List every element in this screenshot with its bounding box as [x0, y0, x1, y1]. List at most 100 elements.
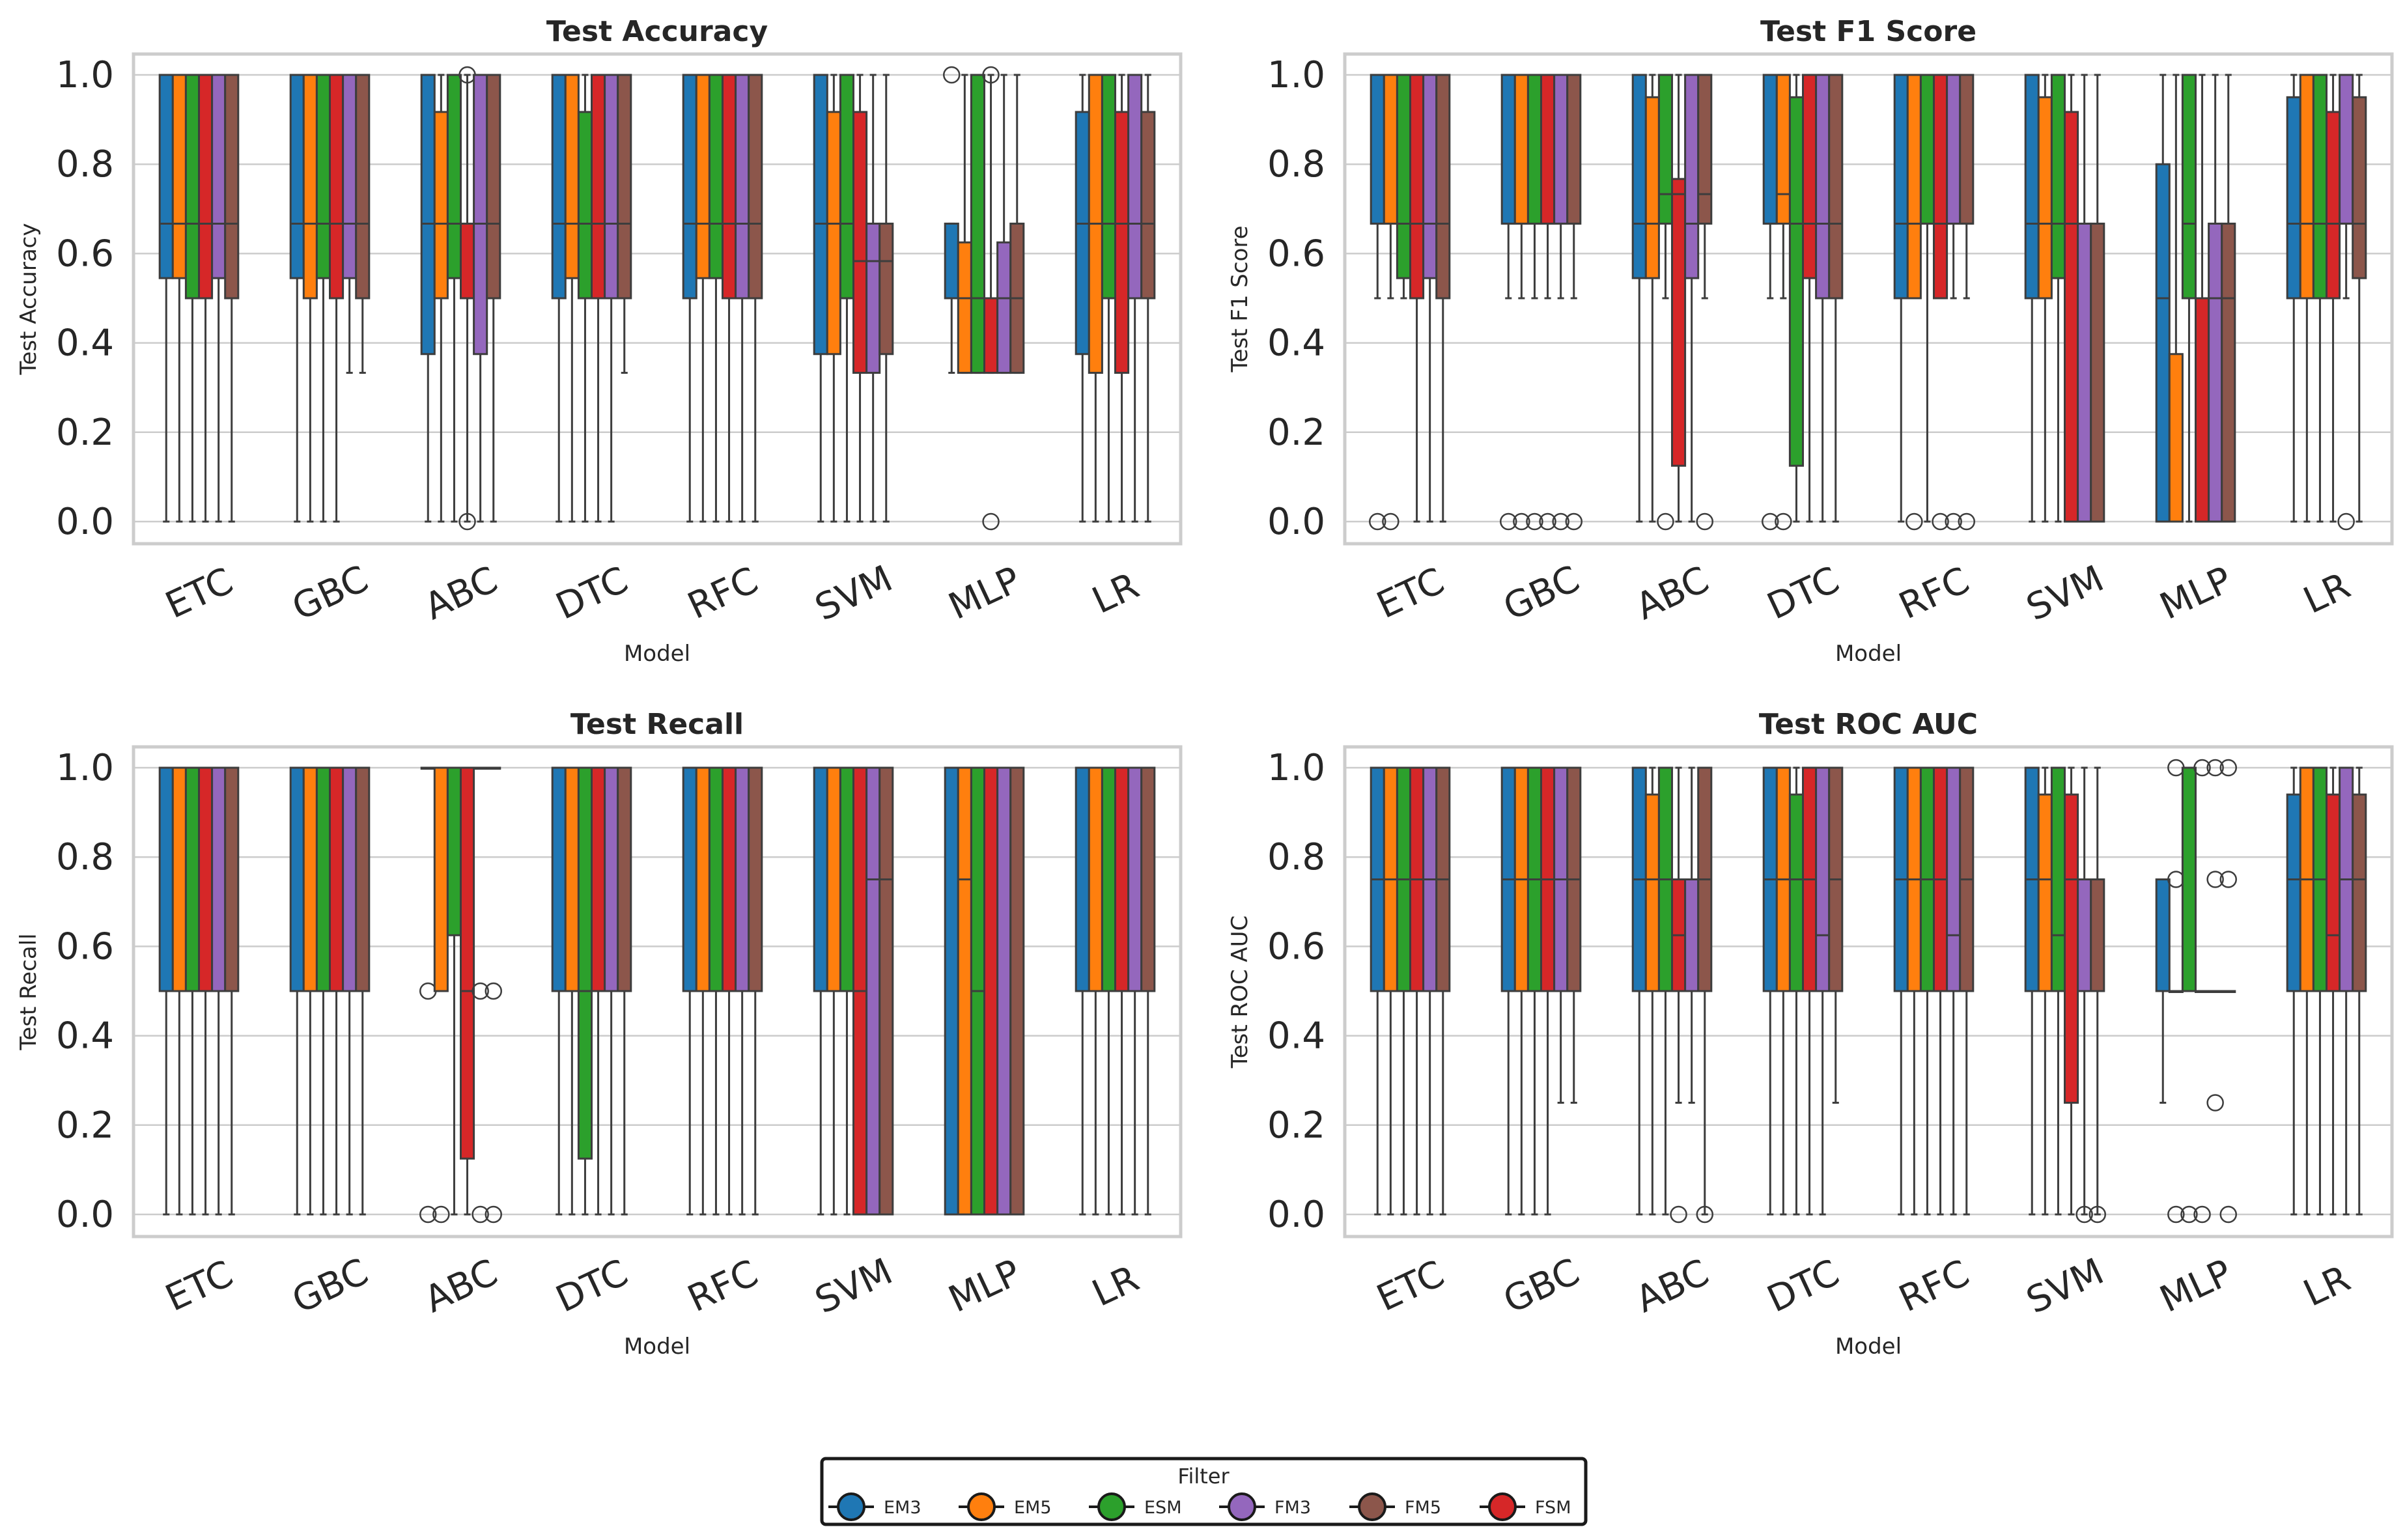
- box-dtc-fsm: [591, 766, 606, 1216]
- legend-marker: [1228, 1492, 1256, 1521]
- legend-label: EM3: [884, 1498, 921, 1518]
- box-body: [1671, 178, 1687, 467]
- y-tick-label: 0.0: [56, 1194, 114, 1236]
- box-body: [355, 74, 371, 300]
- box-body: [2208, 222, 2223, 523]
- box-dtc-fm3: [604, 74, 619, 523]
- box-body: [564, 766, 580, 992]
- outlier-point: [1958, 512, 1975, 531]
- box-body: [1762, 74, 1778, 225]
- box-mlp-esm: [2181, 74, 2197, 523]
- box-gbc-em3: [1500, 766, 1516, 1216]
- box-body: [433, 766, 449, 992]
- outlier-point: [1762, 512, 1779, 531]
- chart-title: Test Recall: [570, 708, 744, 741]
- outlier-point: [419, 1205, 437, 1224]
- box-abc-em5: [1644, 74, 1660, 523]
- box-body: [1631, 74, 1647, 279]
- x-tick-label: MLP: [942, 559, 1027, 628]
- outlier-point: [458, 512, 476, 531]
- box-abc-fm3: [1684, 766, 1700, 1104]
- box-body: [604, 74, 619, 300]
- box-dtc-fm5: [617, 766, 632, 1216]
- box-lr-fm5: [1140, 74, 1156, 523]
- x-tick-label: GBC: [1497, 1251, 1586, 1323]
- box-mlp-fm3: [996, 74, 1012, 374]
- box-rfc-fm5: [748, 74, 763, 523]
- box-dtc-fm3: [604, 766, 619, 1216]
- box-mlp-esm: [970, 74, 986, 374]
- box-svm-em3: [813, 766, 828, 1216]
- box-svm-em3: [2024, 766, 2040, 1216]
- y-tick-label: 0.2: [56, 1104, 114, 1147]
- box-body: [1088, 766, 1103, 992]
- outlier-point: [485, 1205, 502, 1224]
- y-tick-label: 1.0: [1267, 54, 1325, 96]
- x-tick-label: MLP: [942, 1252, 1027, 1321]
- box-body: [342, 766, 358, 992]
- box-body: [735, 74, 750, 300]
- box-body: [604, 766, 619, 992]
- box-body: [1513, 74, 1529, 225]
- plot-frame: [1343, 745, 2394, 1239]
- box-lr-fsm: [2326, 74, 2341, 523]
- outlier-point: [2089, 1205, 2106, 1224]
- box-rfc-esm: [1919, 74, 1935, 523]
- box-body: [224, 74, 240, 300]
- box-body: [617, 766, 632, 992]
- box-svm-fm5: [879, 766, 894, 1216]
- box-body: [2339, 74, 2354, 225]
- y-tick-label: 0.6: [1267, 925, 1325, 968]
- outlier-point: [2180, 1205, 2198, 1224]
- y-tick-label: 0.2: [1267, 412, 1325, 454]
- box-body: [329, 766, 345, 992]
- box-body: [695, 766, 710, 992]
- legend-item-esm: ESM: [1089, 1492, 1182, 1521]
- box-body: [302, 766, 318, 992]
- legend-marker: [967, 1492, 996, 1521]
- box-body: [722, 766, 737, 992]
- outlier-point: [2193, 759, 2211, 777]
- chart-panel-1: ETC GBC ABC DTC RFC SVM MLP LR 0.0 0.2 0.4 0.6 0.8 1.…: [16, 15, 1183, 667]
- box-body: [446, 74, 462, 279]
- box-mlp-esm: [970, 766, 986, 1216]
- box-etc-fm3: [1422, 766, 1438, 1216]
- x-axis-label: Model: [624, 641, 690, 667]
- box-gbc-fm5: [1566, 766, 1582, 1104]
- box-body: [591, 74, 606, 300]
- box-body: [2326, 111, 2341, 300]
- y-axis-label: Test Recall: [16, 933, 42, 1050]
- box-body: [1775, 74, 1791, 225]
- box-body: [708, 766, 724, 992]
- x-tick-label: RFC: [1892, 1252, 1975, 1321]
- box-mlp-em3: [2155, 878, 2171, 1104]
- box-etc-em3: [158, 766, 174, 1216]
- box-gbc-em3: [1500, 74, 1517, 531]
- legend-item-em5: EM5: [959, 1492, 1052, 1521]
- box-body: [1396, 74, 1411, 279]
- outlier-point: [2219, 759, 2237, 777]
- box-body: [1697, 74, 1713, 225]
- box-etc-fm3: [211, 766, 227, 1216]
- box-abc-em3: [1631, 766, 1647, 1216]
- box-body: [2077, 222, 2092, 523]
- y-tick-label: 0.4: [1267, 322, 1325, 365]
- box-rfc-fm3: [735, 766, 750, 1216]
- box-lr-fm5: [2352, 74, 2367, 523]
- box-body: [682, 766, 697, 992]
- box-body: [158, 766, 174, 992]
- outlier-point: [471, 1205, 489, 1224]
- box-abc-fsm: [458, 66, 476, 531]
- box-body: [342, 74, 358, 279]
- y-tick-label: 0.6: [56, 925, 114, 968]
- legend-label: ESM: [1144, 1498, 1182, 1518]
- box-gbc-em5: [302, 74, 318, 523]
- box-rfc-em3: [682, 74, 697, 523]
- x-tick-label: DTC: [550, 559, 634, 628]
- box-lr-fsm: [1114, 74, 1130, 523]
- box-svm-fm3: [2075, 766, 2093, 1224]
- box-body: [1893, 74, 1909, 300]
- box-body: [944, 766, 959, 1216]
- box-dtc-fm5: [617, 74, 632, 374]
- box-body: [813, 74, 828, 356]
